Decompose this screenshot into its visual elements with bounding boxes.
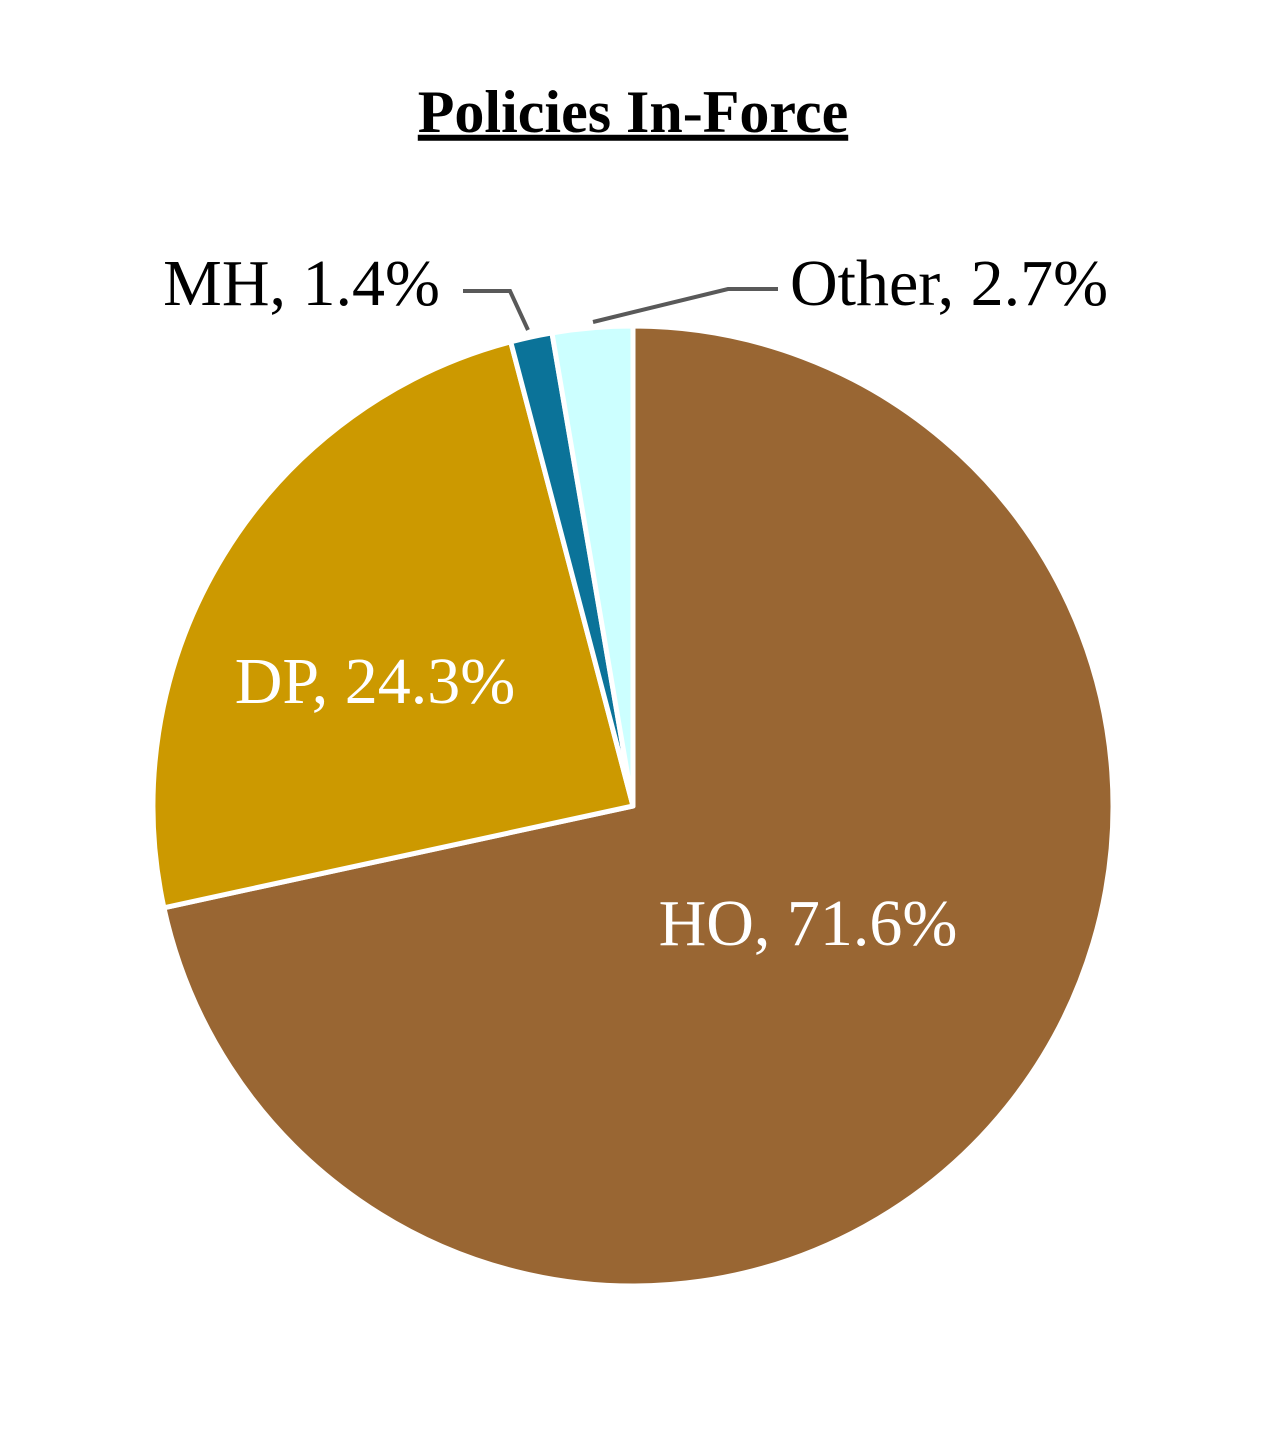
leader-line (463, 289, 530, 331)
data-label: Other, 2.7% (790, 247, 1108, 320)
pie (150, 323, 1116, 1289)
leader-line (592, 287, 778, 324)
data-labels: HO, 71.6% DP, 24.3% MH, 1.4% Other, 2.7% (163, 247, 1108, 960)
data-label: MH, 1.4% (163, 247, 440, 320)
pie-slice (549, 323, 636, 809)
pie-slice (161, 323, 1116, 1289)
data-label: HO, 71.6% (659, 887, 958, 960)
data-label: DP, 24.3% (235, 645, 516, 718)
chart-title: Policies In-Force (418, 79, 848, 145)
pie-slice (150, 339, 636, 911)
